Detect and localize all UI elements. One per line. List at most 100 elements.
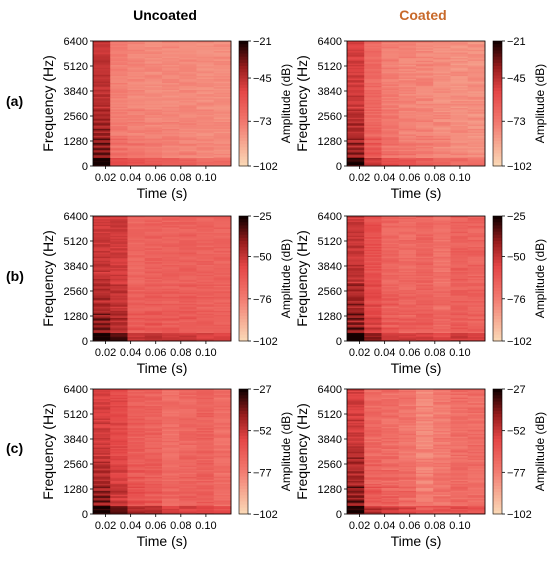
heatmap-cell — [144, 125, 163, 128]
heatmap-cell — [213, 225, 232, 228]
colorbar-segment — [493, 460, 502, 465]
heatmap-cell — [381, 422, 400, 425]
heatmap-cell — [144, 393, 163, 395]
heatmap-cell — [127, 261, 146, 264]
heatmap-cell — [179, 472, 197, 475]
colorbar-segment — [239, 116, 248, 120]
heatmap-cell — [179, 82, 197, 85]
heatmap-cell — [144, 468, 163, 470]
heatmap-cell — [450, 135, 469, 138]
heatmap-cell — [144, 270, 163, 272]
heatmap-cell — [381, 482, 400, 484]
heatmap-cell — [127, 508, 146, 511]
heatmap-cell — [127, 504, 146, 507]
heatmap-cell — [381, 429, 400, 432]
heatmap-cell — [381, 390, 400, 393]
heatmap-cell — [433, 281, 451, 284]
heatmap-cell — [398, 92, 417, 95]
heatmap-cell — [144, 339, 163, 342]
heatmap-cell — [347, 117, 365, 120]
heatmap-cell — [381, 252, 400, 254]
heatmap-cell — [213, 437, 232, 440]
x-tick-label: 0.08 — [170, 347, 191, 359]
x-tick-label: 0.02 — [95, 172, 116, 184]
heatmap-cell — [179, 252, 197, 254]
heatmap-cell — [110, 494, 128, 497]
heatmap-cell — [110, 136, 128, 139]
heatmap-cell — [196, 278, 215, 281]
heatmap-cell — [93, 452, 111, 455]
heatmap-cell — [196, 432, 215, 434]
heatmap-cell — [433, 426, 451, 429]
heatmap-cell — [162, 261, 180, 264]
heatmap-cell — [364, 334, 382, 336]
heatmap-cell — [416, 441, 434, 444]
heatmap-cell — [93, 129, 111, 132]
heatmap-cell — [127, 156, 146, 159]
colorbar-segment — [239, 331, 248, 336]
heatmap-cell — [347, 132, 365, 135]
heatmap-cell — [196, 279, 215, 282]
heatmap-cell — [347, 54, 365, 57]
heatmap-cell — [144, 469, 163, 472]
heatmap-cell — [213, 274, 232, 277]
heatmap-cell — [364, 271, 382, 274]
heatmap-cell — [162, 164, 180, 167]
heatmap-cell — [93, 329, 111, 332]
heatmap-cell — [144, 135, 163, 138]
heatmap-cell — [347, 113, 365, 116]
heatmap-cell — [127, 441, 146, 444]
heatmap-cell — [398, 427, 417, 430]
heatmap-cell — [110, 52, 128, 54]
heatmap-cell — [398, 444, 417, 447]
heatmap-cell — [467, 476, 486, 479]
heatmap-cell — [347, 317, 365, 320]
heatmap-cell — [93, 156, 111, 159]
heatmap-cell — [381, 304, 400, 307]
heatmap-cell — [110, 249, 128, 252]
colorbar-segment — [239, 312, 248, 317]
heatmap-cell — [127, 79, 146, 82]
colorbar-segment — [239, 495, 248, 499]
heatmap-cell — [450, 161, 469, 164]
heatmap-cell — [364, 511, 382, 514]
heatmap-cell — [162, 509, 180, 512]
heatmap-cell — [93, 443, 111, 445]
heatmap-cell — [433, 53, 451, 56]
heatmap-cell — [196, 221, 215, 224]
heatmap-cell — [433, 227, 451, 229]
heatmap-cell — [381, 41, 400, 43]
heatmap-cell — [162, 282, 180, 285]
heatmap-cell — [364, 103, 382, 106]
heatmap-cell — [144, 325, 163, 328]
heatmap-cell — [347, 111, 365, 114]
heatmap-cell — [162, 67, 180, 70]
heatmap-cell — [93, 249, 111, 252]
heatmap-cell — [127, 89, 146, 92]
heatmap-cell — [110, 441, 128, 444]
heatmap-cell — [110, 512, 128, 515]
heatmap-cell — [179, 145, 197, 147]
heatmap-cell — [381, 472, 400, 475]
heatmap-cell — [416, 274, 434, 277]
heatmap-cell — [179, 274, 197, 277]
heatmap-cell — [196, 84, 215, 86]
heatmap-cell — [196, 100, 215, 103]
heatmap-cell — [196, 71, 215, 74]
heatmap-cell — [467, 336, 486, 339]
heatmap-cell — [127, 225, 146, 228]
heatmap-cell — [127, 154, 146, 157]
colorbar-tick-label: −50 — [507, 252, 526, 264]
heatmap-cell — [162, 239, 180, 242]
heatmap-cell — [196, 156, 215, 159]
heatmap-cell — [381, 70, 400, 72]
heatmap-cell — [467, 221, 486, 224]
heatmap-cell — [450, 286, 469, 289]
x-tick-label: 0.10 — [449, 347, 470, 359]
heatmap-cell — [196, 466, 215, 469]
heatmap-cell — [144, 227, 163, 229]
heatmap-cell — [398, 504, 417, 507]
heatmap-cell — [364, 309, 382, 311]
heatmap-cell — [196, 297, 215, 300]
colorbar-segment — [239, 398, 248, 402]
